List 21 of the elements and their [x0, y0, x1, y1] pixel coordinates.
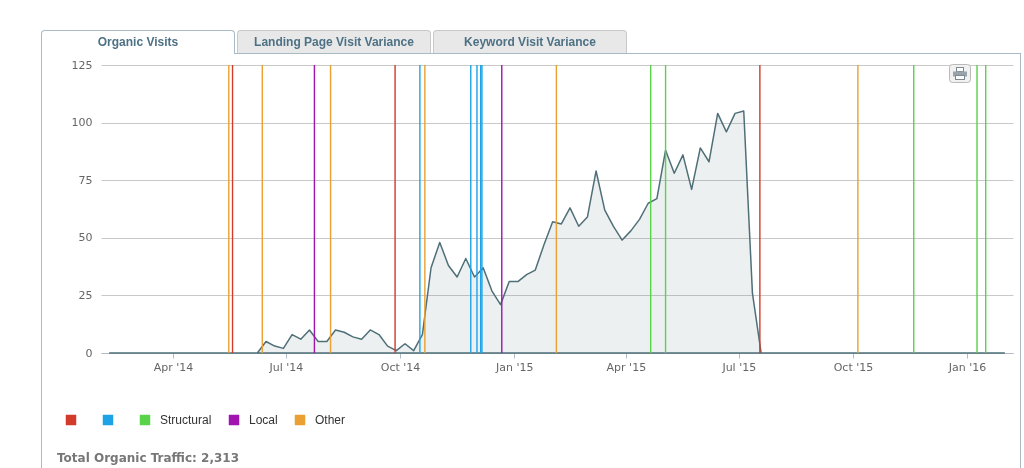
legend-label: Structural: [160, 413, 212, 427]
text: Landing Page Visit Variance: [237, 30, 431, 53]
x-tick-label: Apr '15: [606, 360, 647, 374]
y-tick-label: 100: [71, 116, 93, 130]
x-tick-label: Oct '14: [380, 360, 421, 374]
y-tick-label: 125: [71, 58, 93, 72]
y-tick-label: 0: [85, 346, 93, 360]
x-tick-label: Jan '15: [494, 360, 534, 374]
legend-label: Local: [249, 413, 278, 427]
x-tick-label: Apr '14: [153, 360, 194, 374]
x-tick-label: Jul '14: [268, 360, 304, 374]
y-tick-label: 25: [78, 288, 93, 302]
x-tick-label: Oct '15: [833, 360, 874, 374]
text: Total Organic Traffic: 2,313: [57, 451, 240, 465]
legend-label: Other: [315, 413, 346, 427]
x-tick-label: Jul '15: [721, 360, 757, 374]
text: Keyword Visit Variance: [433, 30, 627, 53]
x-tick-label: Jan '16: [947, 360, 987, 374]
chart-title: Organic Visits: [41, 30, 235, 54]
y-tick-label: 50: [78, 231, 93, 245]
y-tick-label: 75: [78, 173, 93, 187]
